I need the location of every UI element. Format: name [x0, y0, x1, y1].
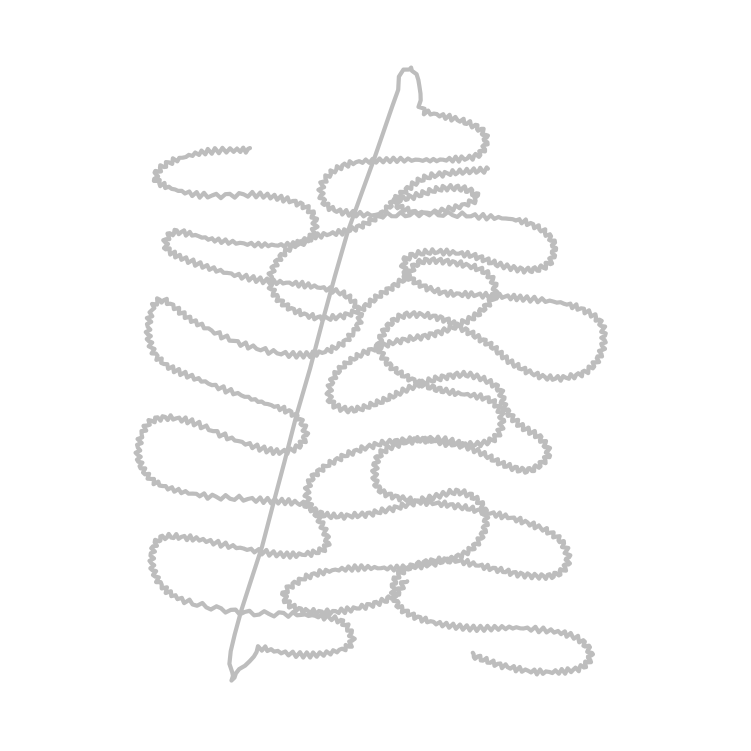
coiled-scribble-line: [133, 65, 608, 683]
